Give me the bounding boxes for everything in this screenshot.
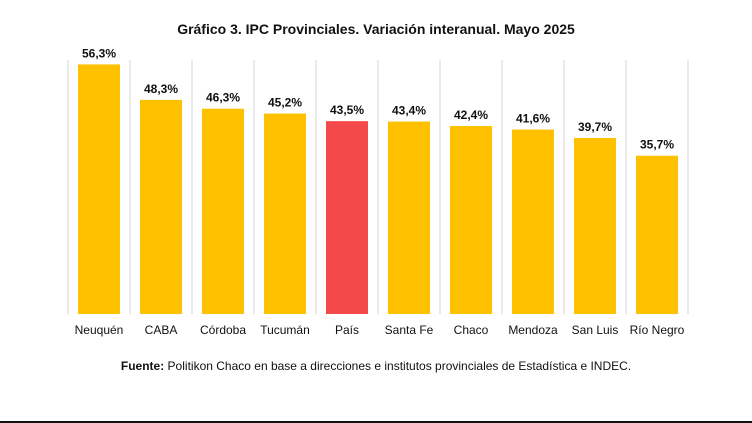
- category-label: País: [335, 323, 359, 337]
- gridlines: [67, 60, 689, 314]
- bar: [264, 113, 306, 314]
- value-label: 46,3%: [206, 91, 240, 105]
- value-label: 43,5%: [330, 103, 364, 117]
- category-label: Chaco: [454, 323, 489, 337]
- bar: [388, 121, 430, 315]
- bars: [78, 64, 678, 315]
- category-label: Neuquén: [75, 323, 124, 337]
- category-label: Santa Fe: [385, 323, 434, 337]
- category-label: Río Negro: [630, 323, 685, 337]
- value-label: 45,2%: [268, 96, 302, 110]
- category-label: Tucumán: [260, 323, 310, 337]
- bar: [636, 155, 678, 314]
- value-label: 35,7%: [640, 138, 674, 152]
- category-label: CABA: [145, 323, 178, 337]
- category-labels: Neuquén CABA Córdoba Tucumán País Santa Fe Cha…: [75, 323, 685, 337]
- value-label: 39,7%: [578, 120, 612, 134]
- source-label: Fuente:: [121, 359, 164, 373]
- bar: [78, 64, 120, 314]
- bottom-rule: [0, 421, 752, 423]
- bar: [512, 129, 554, 314]
- bar: [450, 126, 492, 314]
- source-note: Fuente: Politikon Chaco en base a direcc…: [121, 359, 631, 373]
- bar: [574, 137, 616, 314]
- category-label: Córdoba: [200, 323, 246, 337]
- value-label: 41,6%: [516, 112, 550, 126]
- value-label: 42,4%: [454, 108, 488, 122]
- category-label: Mendoza: [508, 323, 558, 337]
- chart-title: Gráfico 3. IPC Provinciales. Variación i…: [177, 21, 575, 37]
- bar: [202, 108, 244, 314]
- value-labels: 56,3% 48,3% 46,3% 45,2% 43,5% 43,4% 42,4% 41,6%…: [82, 46, 674, 151]
- bar: [326, 121, 368, 315]
- value-label: 43,4%: [392, 104, 426, 118]
- source-text: Politikon Chaco en base a direcciones e …: [164, 359, 631, 373]
- category-label: San Luis: [572, 323, 619, 337]
- bar: [140, 99, 182, 315]
- value-label: 56,3%: [82, 46, 116, 60]
- value-label: 48,3%: [144, 82, 178, 96]
